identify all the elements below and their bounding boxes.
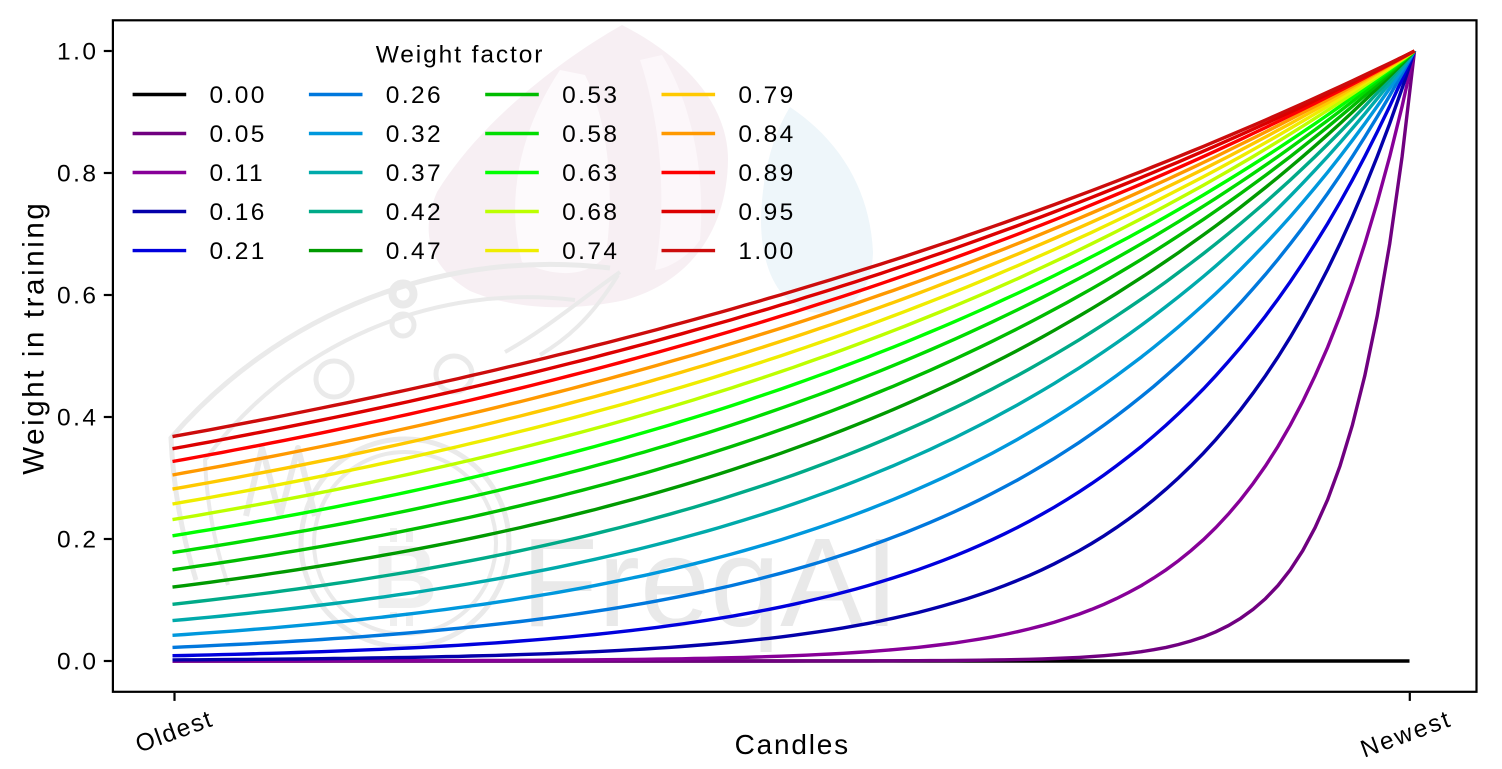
svg-text:0.79: 0.79 — [738, 82, 795, 109]
svg-text:0.68: 0.68 — [562, 199, 619, 226]
svg-text:0.95: 0.95 — [738, 199, 795, 226]
svg-text:0.11: 0.11 — [210, 160, 265, 187]
svg-text:0.6: 0.6 — [57, 283, 99, 310]
svg-text:Weight in training: Weight in training — [18, 201, 51, 475]
svg-text:0.05: 0.05 — [210, 121, 267, 148]
svg-text:1.0: 1.0 — [57, 39, 99, 66]
svg-text:0.26: 0.26 — [386, 82, 443, 109]
svg-text:0.2: 0.2 — [57, 527, 99, 554]
svg-text:0.42: 0.42 — [386, 199, 443, 226]
svg-text:Candles: Candles — [735, 729, 850, 760]
svg-text:0.89: 0.89 — [738, 160, 795, 187]
svg-text:FreqAI: FreqAI — [521, 512, 899, 653]
svg-text:0.63: 0.63 — [562, 160, 619, 187]
svg-text:0.00: 0.00 — [210, 82, 267, 109]
svg-text:0.47: 0.47 — [386, 238, 443, 265]
svg-text:0.8: 0.8 — [57, 161, 99, 188]
svg-text:0.58: 0.58 — [562, 121, 619, 148]
svg-text:0.74: 0.74 — [562, 238, 619, 265]
svg-text:0.53: 0.53 — [562, 82, 619, 109]
svg-text:1.00: 1.00 — [738, 238, 795, 265]
svg-text:0.16: 0.16 — [210, 199, 267, 226]
svg-text:0.0: 0.0 — [57, 649, 99, 676]
svg-text:0.4: 0.4 — [57, 405, 99, 432]
svg-text:0.21: 0.21 — [210, 238, 267, 265]
svg-text:0.84: 0.84 — [738, 121, 795, 148]
svg-text:0.32: 0.32 — [386, 121, 443, 148]
svg-text:Weight factor: Weight factor — [376, 41, 545, 68]
svg-text:0.37: 0.37 — [386, 160, 443, 187]
